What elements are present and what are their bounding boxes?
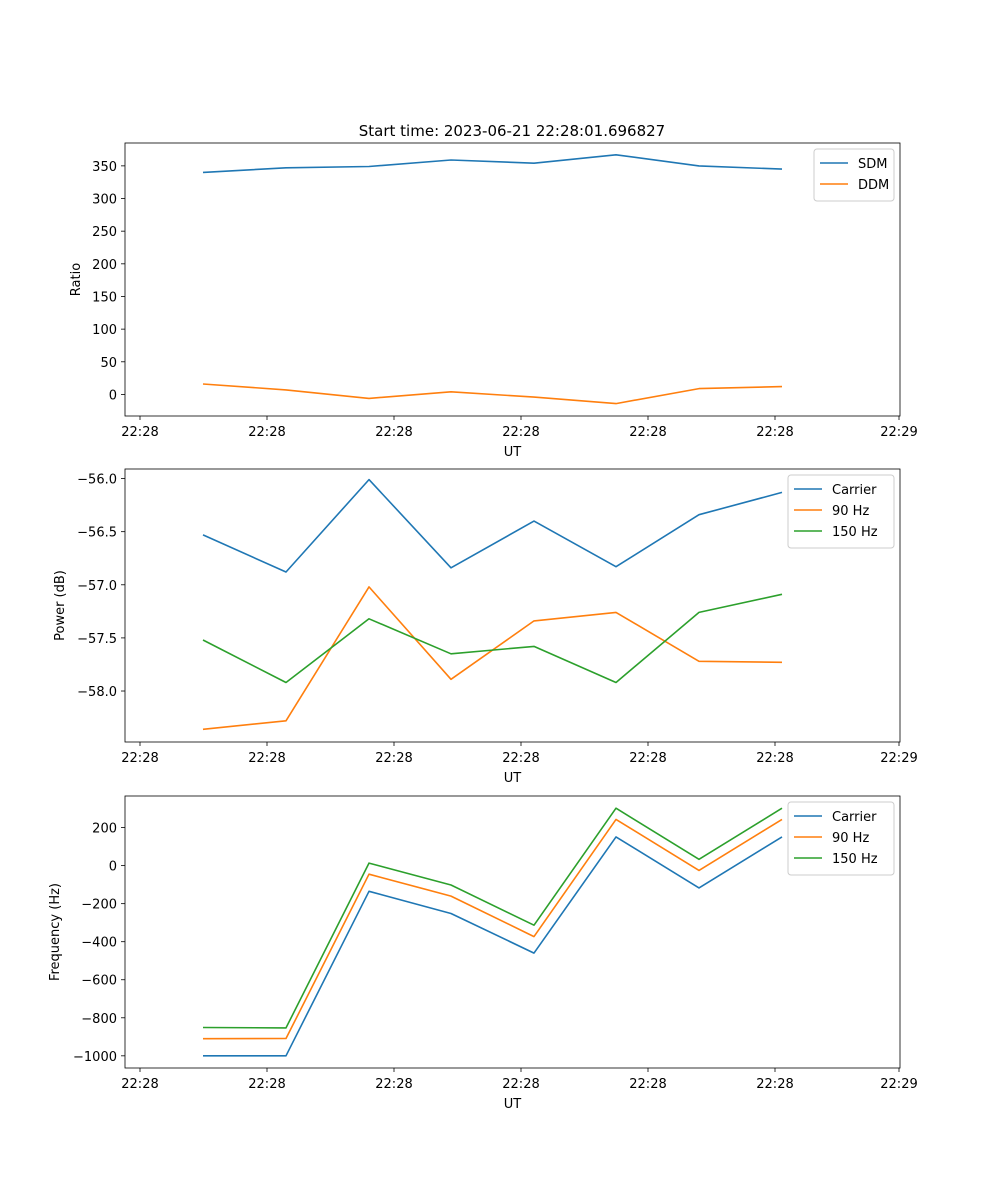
legend: Carrier 90 Hz 150 Hz: [787, 474, 895, 549]
x-tick-label: 22:28: [756, 751, 793, 766]
figure-title: Start time: 2023-06-21 22:28:01.696827: [359, 122, 665, 140]
y-tick-label: −57.0: [77, 579, 117, 594]
series-line-carrier: [203, 836, 783, 1057]
legend-frame: [787, 474, 895, 549]
y-axis-label: Power (dB): [53, 570, 68, 641]
x-axis-label: UT: [504, 445, 522, 460]
legend-label: 150 Hz: [832, 852, 878, 867]
legend: SDM DDM: [813, 148, 895, 202]
x-tick-label: 22:28: [629, 425, 666, 440]
axes-frame: [124, 795, 901, 1069]
y-tick-label: −200: [81, 898, 117, 913]
x-tick-label: 22:29: [880, 425, 917, 440]
legend-frame: [813, 148, 895, 202]
y-tick-label: 200: [92, 822, 117, 837]
series-line-ddm: [202, 383, 783, 405]
legend-label: 150 Hz: [832, 525, 878, 540]
x-axis-label: UT: [504, 771, 522, 786]
x-tick-label: 22:28: [629, 751, 666, 766]
x-tick-label: 22:28: [375, 425, 412, 440]
panel-2: 22:28 22:28 22:28 22:28 22:28 22:28 22:29 −58.0…: [53, 468, 918, 786]
x-tick-label: 22:28: [121, 751, 158, 766]
series-line-sdm: [202, 154, 783, 174]
y-tick-label: −58.0: [77, 685, 117, 700]
axes-frame: [124, 468, 901, 743]
y-tick-label: −56.0: [77, 473, 117, 488]
y-tick-label: 350: [92, 160, 117, 175]
panel-3: 22:28 22:28 22:28 22:28 22:28 22:28 22:29 −1000…: [48, 795, 918, 1112]
x-axis-label: UT: [504, 1097, 522, 1112]
legend-label: Carrier: [832, 483, 877, 498]
y-tick-label: −600: [81, 974, 117, 989]
y-tick-label: −800: [81, 1012, 117, 1027]
x-tick-label: 22:28: [121, 425, 158, 440]
y-tick-label: −1000: [73, 1050, 117, 1065]
x-tick-label: 22:28: [248, 425, 285, 440]
axes-frame: [124, 142, 901, 417]
y-tick-label: −57.5: [77, 632, 117, 647]
x-tick-label: 22:28: [502, 1077, 539, 1092]
y-tick-label: 50: [100, 356, 117, 371]
y-tick-label: −56.5: [77, 526, 117, 541]
legend-label: DDM: [858, 178, 889, 193]
series-line-90-hz: [202, 818, 783, 1040]
series-line-150-hz: [202, 807, 783, 1029]
x-tick-label: 22:28: [756, 1077, 793, 1092]
y-axis-label: Frequency (Hz): [48, 883, 63, 981]
x-tick-label: 22:28: [502, 751, 539, 766]
x-tick-label: 22:28: [756, 425, 793, 440]
legend-label: SDM: [858, 157, 887, 172]
y-tick-label: 200: [92, 258, 117, 273]
y-tick-label: 0: [109, 860, 117, 875]
legend-label: Carrier: [832, 810, 877, 825]
x-tick-label: 22:28: [502, 425, 539, 440]
x-tick-label: 22:29: [880, 751, 917, 766]
panel-1: 22:28 22:28 22:28 22:28 22:28 22:28 22:29 0 50 10…: [69, 142, 918, 460]
legend-frame: [787, 801, 895, 876]
y-axis-label: Ratio: [69, 263, 84, 296]
legend: Carrier 90 Hz 150 Hz: [787, 801, 895, 876]
x-tick-label: 22:28: [629, 1077, 666, 1092]
y-tick-label: 150: [92, 290, 117, 305]
x-tick-label: 22:28: [248, 1077, 285, 1092]
y-tick-label: 250: [92, 225, 117, 240]
y-tick-label: −400: [81, 936, 117, 951]
x-tick-label: 22:28: [248, 751, 285, 766]
legend-label: 90 Hz: [832, 504, 869, 519]
legend-label: 90 Hz: [832, 831, 869, 846]
x-tick-label: 22:29: [880, 1077, 917, 1092]
x-tick-label: 22:28: [375, 1077, 412, 1092]
y-tick-label: 300: [92, 193, 117, 208]
y-tick-label: 100: [92, 323, 117, 338]
y-tick-label: 0: [109, 388, 117, 403]
x-tick-label: 22:28: [375, 751, 412, 766]
series-line-carrier: [202, 478, 783, 573]
series-line-90-hz: [202, 586, 783, 731]
series-line-150-hz: [202, 593, 783, 684]
x-tick-label: 22:28: [121, 1077, 158, 1092]
